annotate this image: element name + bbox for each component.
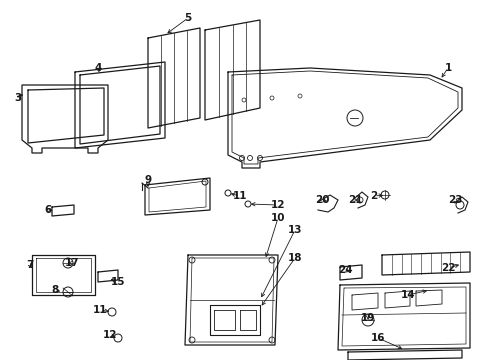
- Text: 21: 21: [347, 195, 362, 205]
- Text: 18: 18: [287, 253, 302, 263]
- Text: 9: 9: [144, 175, 151, 185]
- Text: 17: 17: [64, 258, 79, 268]
- Text: 5: 5: [184, 13, 191, 23]
- Text: 14: 14: [400, 290, 414, 300]
- Text: 10: 10: [270, 213, 285, 223]
- Text: 8: 8: [51, 285, 59, 295]
- Text: 6: 6: [44, 205, 52, 215]
- Text: 1: 1: [444, 63, 451, 73]
- Text: 4: 4: [94, 63, 102, 73]
- Text: 12: 12: [270, 200, 285, 210]
- Text: 12: 12: [102, 330, 117, 340]
- Text: 7: 7: [26, 260, 34, 270]
- Text: 13: 13: [287, 225, 302, 235]
- Text: 11: 11: [232, 191, 247, 201]
- Text: 24: 24: [337, 265, 351, 275]
- Text: 20: 20: [314, 195, 328, 205]
- Text: 11: 11: [93, 305, 107, 315]
- Text: 2: 2: [369, 191, 377, 201]
- Text: 15: 15: [110, 277, 125, 287]
- Text: 16: 16: [370, 333, 385, 343]
- Text: 3: 3: [14, 93, 21, 103]
- Text: 22: 22: [440, 263, 454, 273]
- Text: 23: 23: [447, 195, 461, 205]
- Text: 19: 19: [360, 313, 374, 323]
